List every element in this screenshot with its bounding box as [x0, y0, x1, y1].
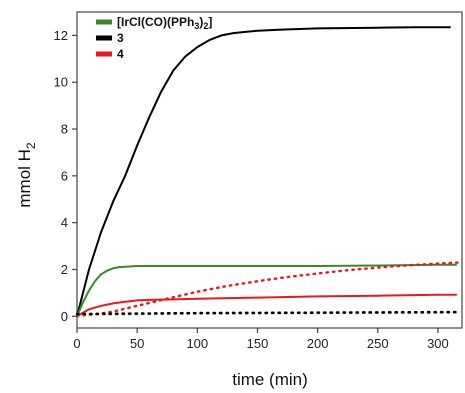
- x-tick-label: 0: [73, 336, 80, 351]
- x-tick-label: 200: [307, 336, 329, 351]
- y-tick-label: 0: [61, 309, 68, 324]
- series-line-1: [76, 26, 451, 318]
- series-line-2: [76, 263, 457, 318]
- series-layer: [75, 26, 461, 318]
- x-tick-label: 150: [247, 336, 269, 351]
- y-tick-label: 10: [54, 75, 68, 90]
- x-axis-title: time (min): [232, 370, 308, 389]
- plot-frame: [76, 11, 463, 329]
- x-tick-label: 50: [130, 336, 144, 351]
- legend: [IrCl(CO)(PPh3)2]3 4: [96, 15, 212, 61]
- plot-border: [76, 11, 463, 329]
- y-tick-label: 6: [61, 168, 68, 183]
- x-tick-label: 300: [427, 336, 449, 351]
- ticks-layer: 0 50 100 150 200 250 300 0 2 4 6 8 10 12: [54, 28, 449, 351]
- x-tick-label: 250: [367, 336, 389, 351]
- y-tick-label: 2: [61, 262, 68, 277]
- x-tick-label: 100: [186, 336, 208, 351]
- series-line-6: [75, 310, 461, 316]
- legend-label-2: 3: [117, 31, 124, 45]
- legend-label-3: 4: [117, 47, 124, 61]
- series-line-4: [75, 261, 461, 317]
- legend-label-1: [IrCl(CO)(PPh3)2]: [117, 15, 212, 31]
- y-tick-label: 4: [61, 215, 68, 230]
- y-axis-title-subscript: 2: [24, 142, 38, 149]
- y-tick-label: 12: [54, 28, 68, 43]
- y-tick-label: 8: [61, 122, 68, 137]
- y-axis-title: mmol H2: [15, 142, 38, 208]
- y-axis-title-main: mmol H: [15, 149, 34, 208]
